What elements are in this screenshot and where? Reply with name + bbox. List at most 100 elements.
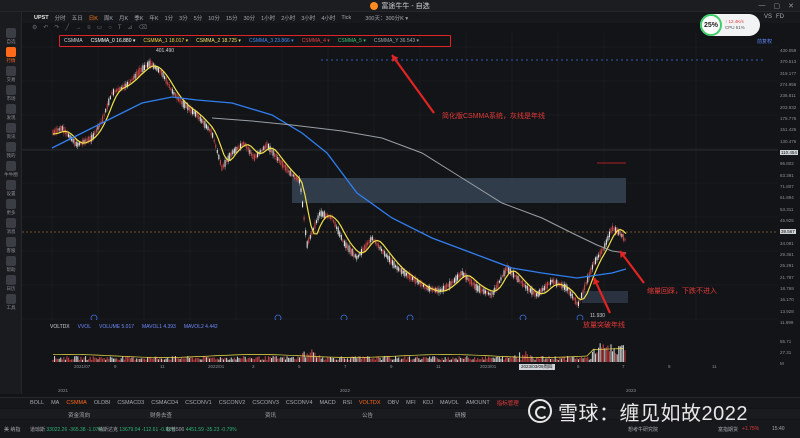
sidebar-item[interactable]: 发现 (0, 104, 22, 121)
rect-tool-icon[interactable]: ▭ (96, 25, 103, 31)
period-tab[interactable]: 日K (88, 15, 98, 22)
sidebar-item[interactable]: 日历 (0, 275, 22, 292)
indicator-tab[interactable]: OLDBI (93, 400, 111, 406)
index-quote[interactable]: 标普500 4451.59 -35.23 -0.79% (166, 426, 237, 433)
volume-bar (382, 357, 384, 362)
period-tab[interactable]: Tick (341, 14, 352, 21)
sidebar-item[interactable]: 工具 (0, 294, 22, 311)
market-label[interactable]: 美 纳指 (4, 427, 21, 433)
sidebar-item[interactable]: 行情 (0, 47, 22, 64)
event-marker-icon[interactable] (519, 314, 527, 320)
bottom-tab[interactable]: 资讯 (265, 413, 277, 419)
indicator-tab[interactable]: OBV (387, 400, 400, 406)
circle-tool-icon[interactable]: ○ (108, 24, 112, 31)
event-marker-icon[interactable] (340, 314, 348, 320)
fd-button[interactable]: FD (776, 14, 785, 20)
close-button[interactable]: ✕ (788, 3, 794, 10)
event-marker-icon[interactable] (576, 314, 584, 320)
text-tool-icon[interactable]: T (117, 24, 122, 31)
undo-icon[interactable]: ↶ (43, 25, 49, 31)
indicator-tab[interactable]: CSCONV1 (185, 400, 212, 406)
period-tab[interactable]: 月K (119, 15, 129, 22)
indicator-tab[interactable]: RSI (342, 400, 352, 406)
bottom-tab[interactable]: 资金流向 (68, 413, 91, 419)
settings-icon[interactable]: ⚙ (32, 25, 38, 31)
timeframe-selector[interactable]: 300天：300分K ▾ (365, 15, 409, 22)
eraser-icon[interactable]: ⌫ (138, 25, 148, 31)
period-tab[interactable]: 30分 (243, 15, 256, 22)
fib-tool-icon[interactable]: ≡ (87, 24, 91, 31)
period-tab[interactable]: 3分 (179, 15, 188, 22)
indicator-tab[interactable]: CSCONV2 (218, 400, 246, 406)
candle (393, 261, 395, 268)
bottom-tab[interactable]: 公告 (362, 413, 374, 419)
period-tab[interactable]: 2小时 (281, 15, 296, 22)
indicator-tab[interactable]: MAVOL (440, 400, 459, 406)
sidebar-item[interactable]: 牛牛圈 (0, 161, 22, 178)
event-marker-icon[interactable] (90, 314, 98, 320)
sidebar-item[interactable]: 客服 (0, 237, 22, 254)
indicator-tab[interactable]: CSMACD3 (117, 400, 145, 406)
year-axis[interactable]: 2021 2022 2023 (22, 388, 778, 395)
period-tab[interactable]: 4小时 (321, 15, 336, 22)
indicator-tab[interactable]: MFI (406, 400, 416, 406)
volume-bar (624, 350, 626, 362)
price-chart[interactable] (22, 33, 778, 320)
sidebar-item[interactable]: 更多 (0, 199, 22, 216)
sidebar-item[interactable]: 我的 (0, 142, 22, 159)
indicator-tab[interactable]: VOLTDX (358, 400, 381, 406)
volume-bar (52, 359, 54, 362)
period-tab[interactable]: 10分 (208, 15, 220, 22)
sidebar-item[interactable]: 资讯 (0, 123, 22, 140)
sidebar-item[interactable]: 自选 (0, 28, 22, 45)
period-tab[interactable]: 周K (103, 15, 114, 22)
sidebar-item[interactable]: 交易 (0, 66, 22, 83)
period-tab[interactable]: 3小时 (301, 15, 316, 22)
index-quote[interactable]: 纳斯达克 13679.04 -112.61 -0.82% (98, 426, 175, 433)
event-marker-icon[interactable] (274, 314, 282, 320)
indicator-tab[interactable]: BOLL (30, 400, 45, 406)
bottom-tab[interactable]: 财务去查 (150, 413, 173, 419)
event-marker-icon[interactable] (406, 314, 414, 320)
indicator-tab[interactable]: MA (51, 400, 60, 406)
volume-chart[interactable] (22, 330, 778, 364)
indicator-tab[interactable]: 指标管理 (496, 401, 519, 407)
redo-icon[interactable]: ↷ (54, 25, 60, 31)
indicator-tab[interactable]: CSMMA (66, 400, 87, 406)
indicator-tab[interactable]: CSCONV3 (252, 400, 279, 406)
period-tab[interactable]: 1分 (164, 15, 174, 22)
maximize-button[interactable]: ▢ (773, 3, 781, 10)
volume-bar (615, 353, 617, 362)
period-tab[interactable]: 五日 (71, 15, 83, 22)
indicator-tab[interactable]: CSMACD4 (151, 400, 179, 406)
candle (77, 142, 79, 147)
index-quote[interactable]: 道琼斯 33022.26 -365.38 -1.07% (30, 426, 103, 433)
sidebar-item[interactable]: 设置 (0, 180, 22, 197)
indicator-tab[interactable]: KDJ (422, 400, 433, 406)
line-tool-icon[interactable]: ╱ (65, 25, 70, 31)
year-tick: 2023 (626, 388, 637, 393)
period-tab[interactable]: 季K (134, 15, 144, 22)
ray-tool-icon[interactable]: → (75, 24, 82, 31)
measure-tool-icon[interactable]: ⊿ (127, 25, 133, 31)
notice-text[interactable]: 想考牛研究院 (628, 427, 659, 433)
indicator-tab[interactable]: CSCONV4 (285, 400, 313, 406)
indicator-tab[interactable]: MACD (319, 400, 336, 406)
sidebar-item-label: 行情 (6, 58, 16, 63)
sidebar-item[interactable]: 消息 (0, 218, 22, 235)
indicator-tab[interactable]: AMOUNT (465, 400, 490, 406)
vs-button[interactable]: VS (764, 14, 773, 20)
period-tab[interactable]: 15分 (225, 15, 238, 22)
futures-label[interactable]: 富指期货 (718, 427, 739, 433)
period-tab[interactable]: 5分 (193, 15, 203, 22)
symbol-label[interactable]: UPST (34, 14, 49, 21)
adjust-mode-label[interactable]: 前复权 (757, 39, 773, 45)
sidebar-item[interactable]: 市场 (0, 85, 22, 102)
minimize-button[interactable]: — (758, 2, 766, 9)
sidebar-item[interactable]: 帮助 (0, 256, 22, 273)
period-tab[interactable]: 1小时 (261, 15, 276, 22)
cpu-monitor-widget[interactable]: 25% ↑ 12.4K/s CPU 51% (700, 14, 760, 36)
period-tab[interactable]: 年K (149, 15, 159, 22)
bottom-tab[interactable]: 研报 (455, 413, 467, 419)
period-tab[interactable]: 分时 (54, 15, 66, 22)
